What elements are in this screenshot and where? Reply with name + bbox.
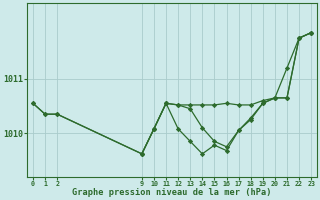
X-axis label: Graphe pression niveau de la mer (hPa): Graphe pression niveau de la mer (hPa) — [72, 188, 272, 197]
